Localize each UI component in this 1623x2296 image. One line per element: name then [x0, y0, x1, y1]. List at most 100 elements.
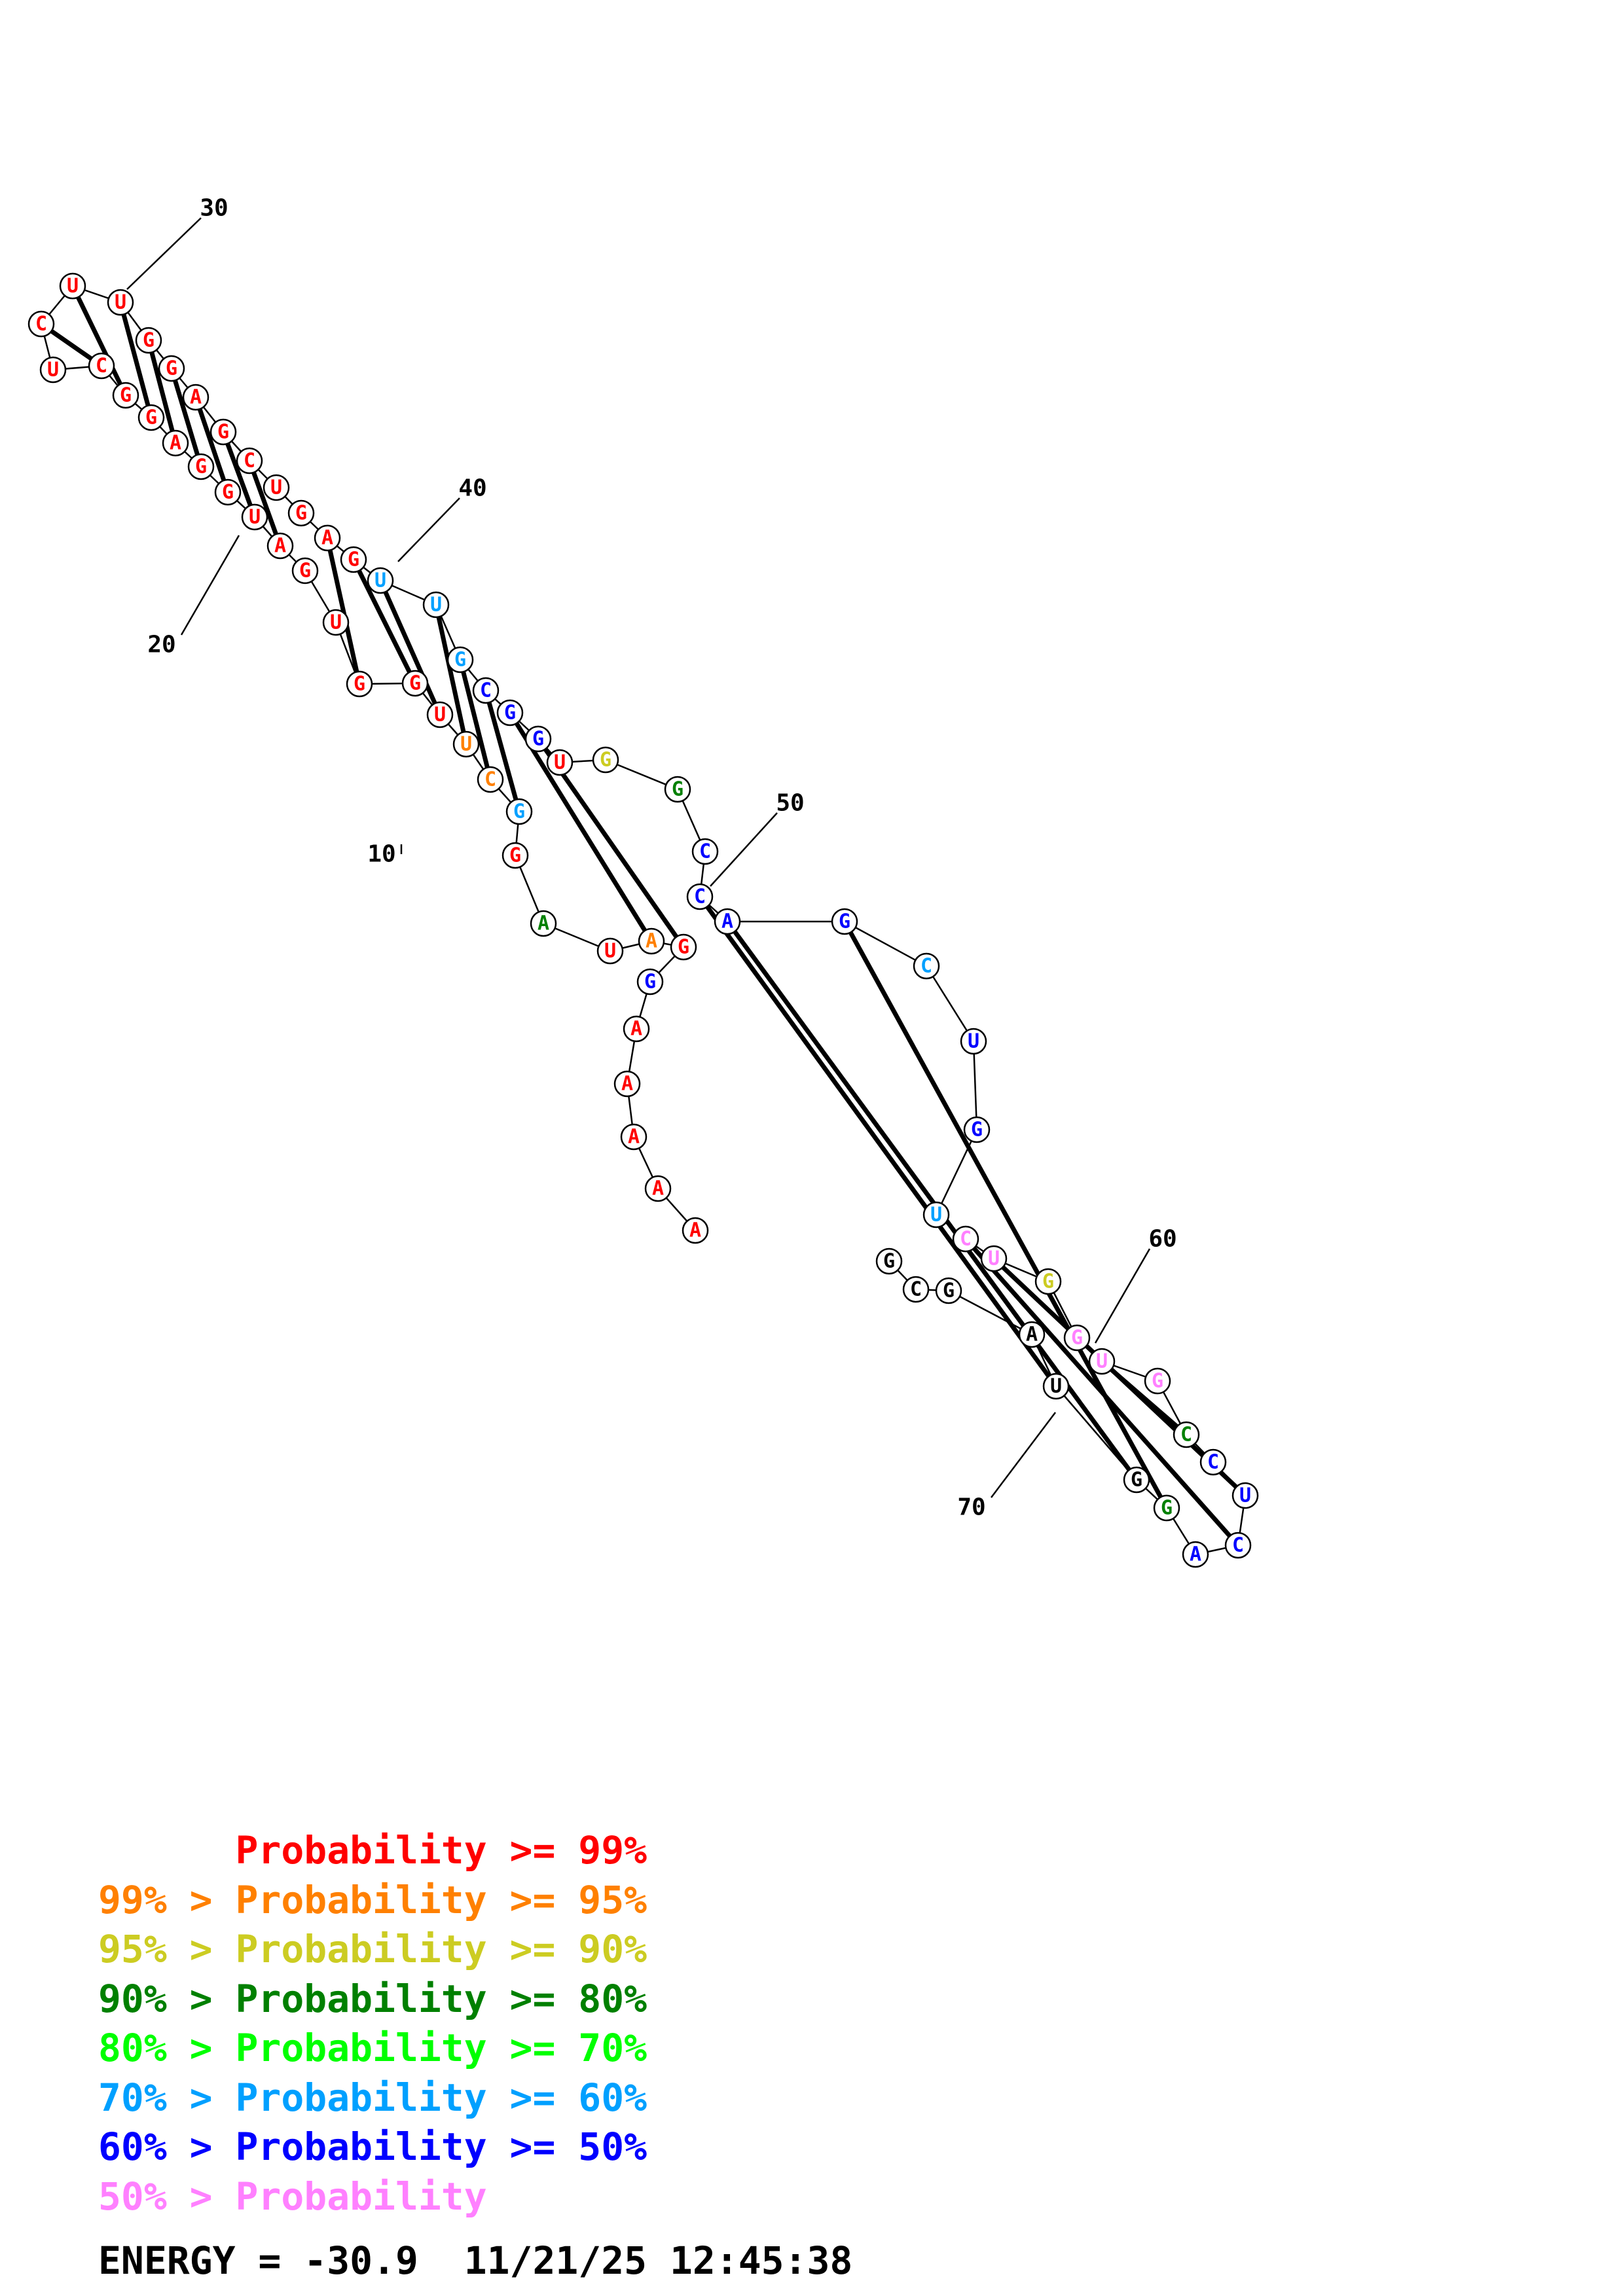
nucleotide-letter: G: [295, 502, 307, 525]
nucleotide-circle: [266, 532, 294, 560]
legend-label: Probability: [235, 2125, 487, 2169]
nucleotide-circle: [214, 478, 242, 506]
nucleotide-letter: A: [190, 386, 202, 409]
nucleotide-letter: U: [604, 940, 616, 963]
nucleotide-letter: G: [644, 971, 656, 994]
position-tick: [180, 535, 240, 636]
nucleotide-circle: [187, 453, 215, 480]
nucleotide: U: [596, 937, 624, 965]
nucleotide: A: [644, 1175, 672, 1202]
position-label: 70: [957, 1494, 985, 1521]
nucleotide-letter: G: [166, 357, 177, 380]
legend-suffix: >= 90%: [486, 1927, 647, 1971]
nucleotide-letter: G: [409, 672, 421, 695]
nucleotide: A: [1018, 1321, 1046, 1348]
nucleotide-circle: [613, 1070, 641, 1098]
nucleotide-circle: [686, 883, 714, 910]
nucleotide: G: [505, 798, 533, 825]
nucleotide: C: [472, 677, 500, 704]
nucleotide: G: [1153, 1494, 1180, 1522]
nucleotide-circle: [401, 670, 429, 697]
nucleotide: G: [831, 908, 858, 935]
base-pair: [121, 314, 151, 406]
nucleotide-letter: U: [67, 275, 79, 298]
nucleotide: U: [263, 474, 290, 501]
legend-prefix: 50% >: [98, 2174, 236, 2219]
probability-legend: Probability >= 99% 99% > Probability >= 9…: [98, 1826, 647, 2221]
nucleotide: A: [613, 1070, 641, 1098]
nucleotide: G: [1123, 1466, 1150, 1494]
nucleotide-circle: [39, 356, 67, 384]
nucleotide-circle: [426, 701, 454, 728]
nucleotide: C: [1199, 1448, 1227, 1476]
position-label: 30: [200, 195, 228, 222]
nucleotide: C: [88, 352, 115, 380]
nucleotide-letter: G: [883, 1250, 895, 1273]
base-pair: [327, 549, 359, 673]
nucleotide-circle: [137, 404, 165, 431]
nucleotide-circle: [670, 933, 697, 961]
nucleotide: G: [1144, 1367, 1171, 1395]
base-pair: [848, 931, 1163, 1499]
nucleotide-circle: [162, 429, 189, 457]
nucleotide-circle: [447, 646, 474, 673]
nucleotide-circle: [27, 310, 55, 338]
legend-prefix: 95% >: [98, 1927, 236, 1971]
nucleotide: G: [670, 933, 697, 961]
nucleotide-letter: G: [454, 649, 466, 672]
nucleotide: A: [530, 910, 557, 937]
nucleotide-letter: G: [678, 936, 689, 959]
legend-row: 80% > Probability >= 70%: [98, 2024, 647, 2073]
nucleotide: C: [1173, 1421, 1200, 1448]
nucleotide-letter: A: [274, 535, 286, 558]
nucleotide: G: [401, 670, 429, 697]
legend-label: Probability: [235, 1976, 487, 2021]
nucleotide-letter: A: [689, 1219, 701, 1242]
nucleotide: C: [691, 838, 719, 865]
nucleotide: G: [340, 546, 367, 573]
base-pair: [543, 747, 678, 939]
base-pair: [733, 930, 1131, 1471]
nucleotide: U: [922, 1201, 950, 1229]
nucleotide-circle: [875, 1247, 903, 1275]
nucleotide: G: [112, 382, 139, 409]
base-pair: [197, 408, 227, 482]
nucleotide-letter: C: [1207, 1451, 1219, 1474]
legend-prefix: 60% >: [98, 2125, 236, 2169]
nucleotide-circle: [1144, 1367, 1171, 1395]
nucleotide: U: [1231, 1482, 1259, 1509]
nucleotide-circle: [472, 677, 500, 704]
backbone-segment: [935, 1129, 978, 1215]
nucleotide: G: [935, 1277, 962, 1304]
nucleotide-circle: [524, 725, 552, 753]
legend-row: 50% > Probability: [98, 2172, 647, 2222]
nucleotide-circle: [935, 1277, 962, 1304]
nucleotide: A: [314, 524, 341, 552]
nucleotide-letter: G: [145, 406, 157, 429]
nucleotide-circle: [530, 910, 557, 937]
nucleotide-circle: [620, 1123, 647, 1151]
legend-row: 90% > Probability >= 80%: [98, 1975, 647, 2024]
base-pair: [1110, 1367, 1178, 1429]
nucleotide: G: [158, 355, 185, 382]
nucleotide-circle: [691, 838, 719, 865]
legend-label: Probability: [235, 2026, 487, 2070]
nucleotide-circle: [367, 567, 394, 594]
nucleotide-letter: G: [120, 384, 132, 407]
nucleotide-letter: G: [348, 548, 359, 571]
nucleotide: G: [137, 404, 165, 431]
nucleotide-circle: [714, 908, 741, 935]
nucleotide-circle: [241, 503, 268, 531]
nucleotide-letter: U: [434, 704, 446, 726]
nucleotide-letter: G: [299, 560, 311, 583]
nucleotide-letter: G: [504, 702, 516, 725]
nucleotide: U: [59, 272, 86, 300]
nucleotide: G: [963, 1116, 991, 1143]
energy-value: ENERGY = -30.9: [98, 2238, 418, 2283]
nucleotide-letter: A: [621, 1073, 633, 1096]
nucleotide: G: [287, 499, 315, 527]
nucleotide-circle: [960, 1028, 987, 1055]
backbone-segment: [972, 1041, 978, 1130]
nucleotide: G: [291, 557, 319, 584]
nucleotide: U: [367, 567, 394, 594]
